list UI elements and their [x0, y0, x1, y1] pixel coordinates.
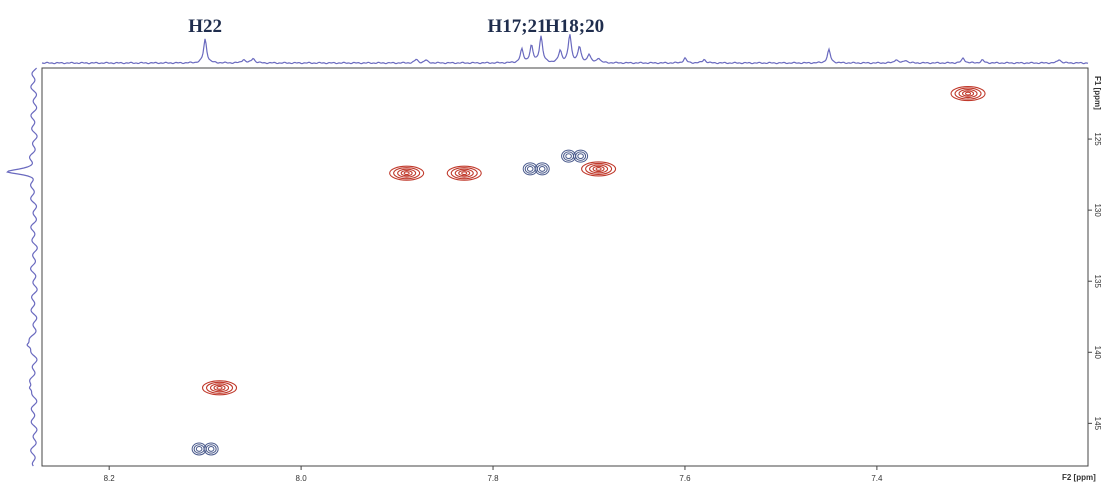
y-tick-label: 130 [1093, 203, 1102, 217]
cross-peak-negative [561, 149, 589, 163]
y-tick-label: 140 [1093, 346, 1102, 360]
x-tick-label: 8.0 [296, 474, 308, 483]
x-axis-title: F2 [ppm] [1062, 473, 1096, 482]
cross-peak-positive [950, 86, 986, 102]
peak-label: H17;21 [487, 16, 546, 37]
plot-frame [41, 67, 1089, 467]
y-tick-label: 145 [1093, 417, 1102, 431]
y-tick-label: 135 [1093, 275, 1102, 289]
cross-peak-positive [389, 165, 425, 181]
x-tick-label: 7.6 [679, 474, 691, 483]
cross-peak-negative [191, 442, 219, 456]
cross-peak-positive [581, 161, 617, 177]
peak-label: H22 [188, 16, 222, 37]
x-tick-label: 7.8 [487, 474, 499, 483]
cross-peak-positive [446, 165, 482, 181]
x-tick-label: 7.4 [871, 474, 883, 483]
f2-projection-trace [41, 34, 1089, 65]
cross-peak-negative [522, 162, 550, 176]
x-tick-label: 8.2 [104, 474, 116, 483]
cross-peaks [191, 86, 986, 456]
y-axis: 125 130 135 140 145 [1088, 132, 1102, 431]
peak-label: H18;20 [545, 16, 604, 37]
f1-projection-trace [6, 67, 38, 467]
y-tick-label: 125 [1093, 132, 1102, 146]
x-axis: 8.2 8.0 7.8 7.6 7.4 [104, 466, 883, 483]
cross-peak-positive [201, 380, 238, 396]
y-axis-title: F1 [ppm] [1093, 76, 1102, 110]
